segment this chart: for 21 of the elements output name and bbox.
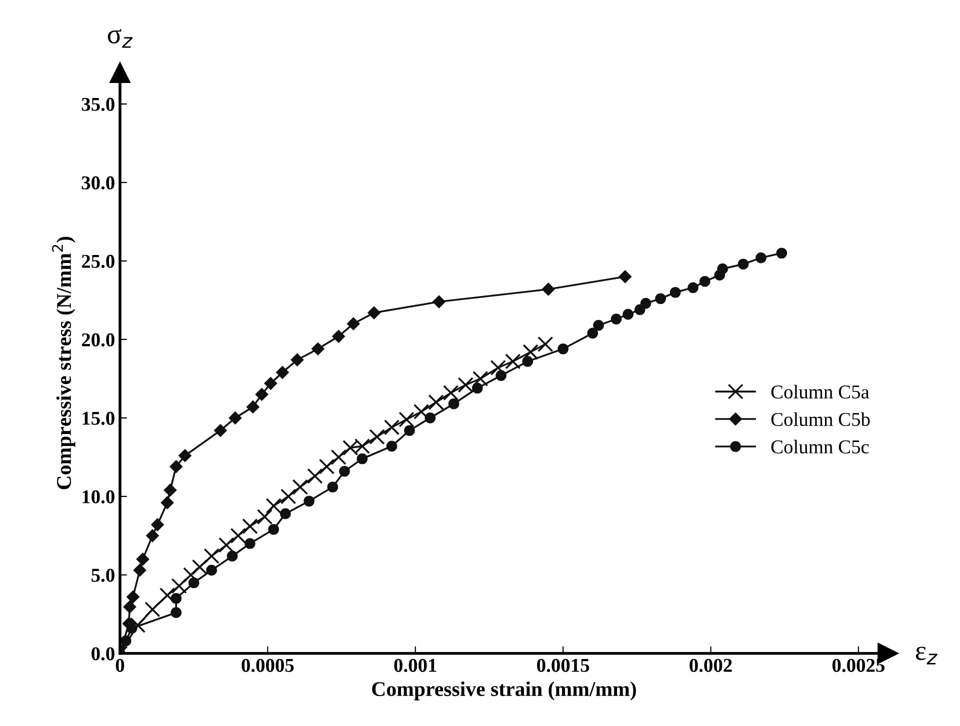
legend-label: Column C5c: [771, 440, 869, 454]
text: ε$_{z}$: [916, 646, 938, 664]
legend-label: Column C5b: [771, 412, 870, 426]
x-tick-label: 0.0005: [242, 658, 294, 672]
y-tick-label: 20.0: [82, 333, 114, 346]
y-tick-label: 35.0: [82, 98, 114, 112]
y-axis-title: Compressive stress (N/mm$^{2}$): [52, 236, 76, 490]
y-tick-label: 15.0: [82, 412, 114, 425]
y-tick-label: 10.0: [82, 490, 114, 504]
x-axis-title: Compressive strain (mm/mm): [372, 681, 636, 700]
x-tick-label: 0.001: [394, 658, 436, 672]
y-tick-label: 25.0: [82, 254, 114, 268]
y-tick-label: 0.0: [92, 647, 114, 660]
text: σ$_{z}$: [108, 29, 133, 48]
x-tick-label: 0.002: [690, 658, 732, 672]
y-tick-label: 30.0: [82, 176, 114, 190]
x-tick-label: 0.0025: [832, 658, 884, 672]
y-tick-label: 5.0: [92, 568, 114, 582]
x-tick-label: 0: [116, 658, 124, 672]
x-tick-label: 0.0015: [537, 658, 590, 672]
legend-label: Column C5a: [771, 384, 870, 399]
